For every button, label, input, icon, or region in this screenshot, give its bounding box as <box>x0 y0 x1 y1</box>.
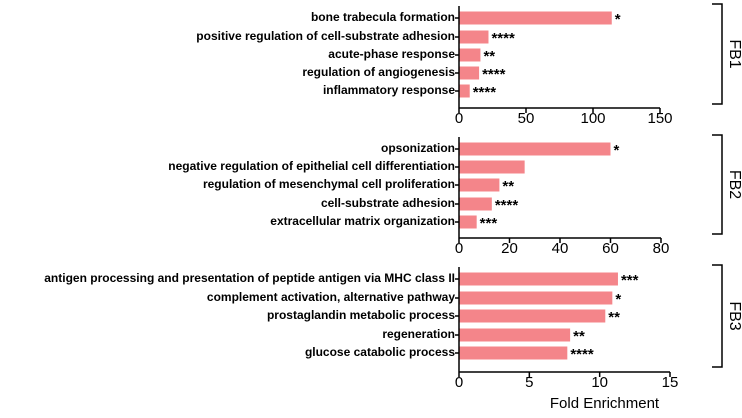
category-label: bone trabecula formation <box>311 10 455 24</box>
category-label: extracellular matrix organization <box>270 214 455 228</box>
bar <box>459 215 477 229</box>
bracket <box>712 264 723 368</box>
bar <box>459 142 611 156</box>
significance: * <box>614 142 620 159</box>
significance: **** <box>482 66 506 83</box>
bar <box>459 30 489 44</box>
bar <box>459 178 500 192</box>
bar <box>459 160 525 174</box>
bar <box>459 291 613 305</box>
x-tick-label: 0 <box>455 240 463 257</box>
x-tick-label: 150 <box>647 110 672 127</box>
x-tick-label: 5 <box>525 374 533 391</box>
bracket <box>712 134 723 235</box>
bar <box>459 197 492 211</box>
category-label: positive regulation of cell-substrate ad… <box>196 29 455 43</box>
category-label: antigen processing and presentation of p… <box>44 271 455 285</box>
x-tick-label: 0 <box>455 110 463 127</box>
significance: *** <box>480 215 498 232</box>
category-label: regulation of angiogenesis <box>302 65 455 79</box>
bracket <box>712 3 723 105</box>
significance: ** <box>502 178 514 195</box>
category-label: inflammatory response <box>323 83 455 97</box>
category-label: opsonization <box>381 141 455 155</box>
category-label: complement activation, alternative pathw… <box>207 290 455 304</box>
category-label: glucose catabolic process <box>305 345 455 359</box>
x-tick-label: 60 <box>602 240 619 257</box>
significance: ** <box>483 48 495 65</box>
x-axis-label: Fold Enrichment <box>550 395 660 412</box>
bar <box>459 11 612 25</box>
bar <box>459 84 470 98</box>
significance: **** <box>473 84 497 101</box>
group-label: FB1 <box>726 39 742 68</box>
group-label: FB2 <box>726 170 742 199</box>
x-tick-label: 10 <box>591 374 608 391</box>
x-tick-label: 0 <box>455 374 463 391</box>
bar <box>459 48 481 62</box>
category-label: negative regulation of epithelial cell d… <box>168 159 455 173</box>
x-tick-label: 100 <box>580 110 605 127</box>
significance: * <box>615 291 621 308</box>
bar <box>459 66 480 80</box>
category-label: regeneration <box>382 327 455 341</box>
x-tick-label: 40 <box>552 240 569 257</box>
significance: ** <box>573 328 585 345</box>
x-tick-label: 80 <box>653 240 670 257</box>
significance: **** <box>570 346 594 363</box>
significance: **** <box>491 30 515 47</box>
bar <box>459 272 618 286</box>
bar <box>459 346 568 360</box>
category-label: prostaglandin metabolic process <box>267 308 455 322</box>
bar <box>459 328 571 342</box>
x-tick-label: 15 <box>662 374 679 391</box>
significance: ** <box>608 309 620 326</box>
significance: * <box>615 11 621 28</box>
category-label: cell-substrate adhesion <box>321 196 455 210</box>
category-label: regulation of mesenchymal cell prolifera… <box>203 177 455 191</box>
significance: **** <box>495 197 519 214</box>
category-label: acute-phase response <box>328 47 455 61</box>
significance: *** <box>621 272 639 289</box>
x-tick-label: 50 <box>518 110 535 127</box>
bar <box>459 309 606 323</box>
group-label: FB3 <box>726 301 742 330</box>
x-tick-label: 20 <box>501 240 518 257</box>
